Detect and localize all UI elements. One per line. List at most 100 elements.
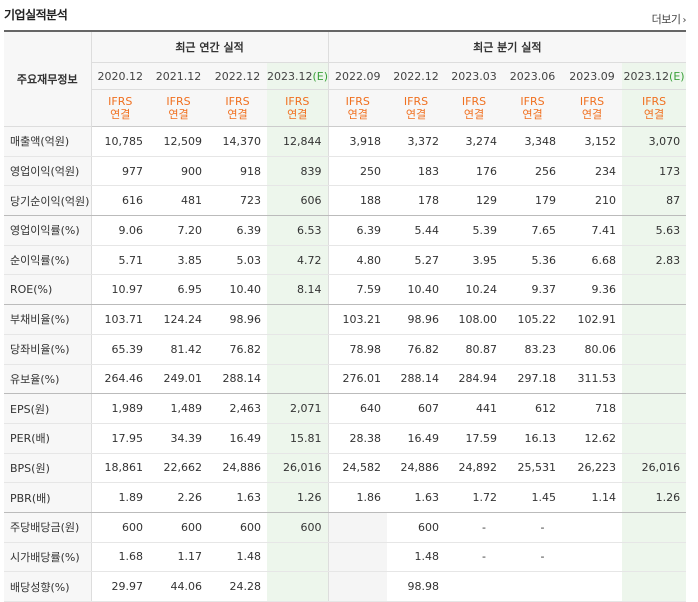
table-cell: 87 — [622, 185, 687, 217]
table-cell — [445, 571, 504, 602]
table-cell: 600 — [91, 512, 149, 543]
table-cell: 288.14 — [387, 364, 446, 395]
table-cell: 25,531 — [503, 453, 563, 484]
table-cell: 16.49 — [387, 423, 446, 454]
estimate-mark: (E) — [669, 69, 685, 83]
period-header: 2023.03 — [445, 62, 504, 90]
table-cell: 103.21 — [327, 304, 388, 335]
table-cell: 481 — [149, 185, 208, 217]
row-label: 당기순이익(억원) — [4, 185, 92, 217]
report-type-header: IFRS 연결 — [267, 89, 329, 127]
period-label: 2023.09 — [569, 69, 615, 83]
table-cell: 3,274 — [445, 126, 504, 157]
table-cell: 6.68 — [562, 245, 623, 276]
table-cell: 18,861 — [91, 453, 149, 484]
period-header: 2022.12 — [387, 62, 446, 90]
table-cell: 5.03 — [208, 245, 267, 276]
table-cell: 179 — [503, 185, 563, 217]
report-type-header: IFRS 연결 — [208, 89, 267, 127]
report-type-ifrs: IFRS — [166, 95, 191, 108]
table-cell: 2,071 — [267, 393, 329, 424]
row-label: ROE(%) — [4, 274, 92, 306]
table-cell: 1.26 — [622, 482, 687, 513]
table-cell: 80.87 — [445, 334, 504, 365]
period-header: 2023.06 — [503, 62, 563, 90]
table-cell — [327, 512, 388, 543]
table-cell: 606 — [267, 185, 329, 217]
row-label: 당좌비율(%) — [4, 334, 92, 365]
report-type-header: IFRS 연결 — [149, 89, 208, 127]
table-cell: 16.49 — [208, 423, 267, 454]
table-cell: 600 — [149, 512, 208, 543]
table-cell — [562, 512, 623, 543]
table-cell: 234 — [562, 156, 623, 187]
row-label: 영업이익률(%) — [4, 215, 92, 246]
table-cell — [622, 304, 687, 335]
table-cell: 7.65 — [503, 215, 563, 246]
table-cell: 7.20 — [149, 215, 208, 246]
table-cell: 3,070 — [622, 126, 687, 157]
table-cell: 9.37 — [503, 274, 563, 306]
table-cell: 76.82 — [387, 334, 446, 365]
more-link[interactable]: 더보기 › — [651, 11, 687, 27]
table-cell: 10.24 — [445, 274, 504, 306]
table-cell: 28.38 — [327, 423, 388, 454]
annual-group-header: 최근 연간 실적 — [91, 31, 329, 63]
table-cell: 16.13 — [503, 423, 563, 454]
period-header: 2022.12 — [208, 62, 267, 90]
table-cell: 3,918 — [327, 126, 388, 157]
row-label: PER(배) — [4, 423, 92, 454]
table-row: 배당성향(%) 29.97 44.06 24.28 98.98 — [4, 571, 687, 602]
table-cell — [622, 274, 687, 306]
table-cell: 616 — [91, 185, 149, 217]
table-cell: 5.44 — [387, 215, 446, 246]
report-type-consolidated: 연결 — [110, 108, 131, 121]
table-cell: 600 — [208, 512, 267, 543]
table-cell — [267, 542, 329, 573]
table-row: PBR(배) 1.89 2.26 1.63 1.26 1.86 1.63 1.72 1.45 1.… — [4, 482, 687, 513]
table-cell — [327, 542, 388, 573]
table-cell: - — [503, 512, 563, 543]
table-cell: 65.39 — [91, 334, 149, 365]
table-cell: 297.18 — [503, 364, 563, 395]
table-cell — [267, 571, 329, 602]
table-cell — [622, 542, 687, 573]
table-cell: 98.96 — [208, 304, 267, 335]
report-type-ifrs: IFRS — [345, 95, 370, 108]
period-label: 2022.09 — [335, 69, 381, 83]
table-cell: 12.62 — [562, 423, 623, 454]
table-cell: 124.24 — [149, 304, 208, 335]
period-label: 2023.03 — [451, 69, 497, 83]
table-cell: 17.59 — [445, 423, 504, 454]
table-cell — [622, 334, 687, 365]
table-cell: 22,662 — [149, 453, 208, 484]
table-cell: 249.01 — [149, 364, 208, 395]
table-cell: 9.36 — [562, 274, 623, 306]
table-cell: 612 — [503, 393, 563, 424]
table-cell — [562, 542, 623, 573]
table-cell: 34.39 — [149, 423, 208, 454]
table-cell: 2.83 — [622, 245, 687, 276]
table-cell: 6.95 — [149, 274, 208, 306]
table-cell: 3,348 — [503, 126, 563, 157]
table-cell: 188 — [327, 185, 388, 217]
table-row: 영업이익률(%) 9.06 7.20 6.39 6.53 6.39 5.44 5.39 7.65… — [4, 215, 687, 246]
table-cell: 102.91 — [562, 304, 623, 335]
table-cell — [267, 364, 329, 395]
table-cell: 5.63 — [622, 215, 687, 246]
table-cell: 6.53 — [267, 215, 329, 246]
period-label: 2020.12 — [97, 69, 144, 83]
table-cell: 1.26 — [267, 482, 329, 513]
report-type-consolidated: 연결 — [168, 108, 189, 121]
table-cell: 26,223 — [562, 453, 623, 484]
table-cell — [622, 364, 687, 395]
table-cell: 12,509 — [149, 126, 208, 157]
table-cell: 250 — [327, 156, 388, 187]
more-link-label[interactable]: 더보기 — [651, 13, 681, 26]
table-cell: 839 — [267, 156, 329, 187]
table-cell: 24,582 — [327, 453, 388, 484]
table-cell: 288.14 — [208, 364, 267, 395]
table-cell — [562, 571, 623, 602]
table-cell: 10.97 — [91, 274, 149, 306]
table-cell: - — [445, 512, 504, 543]
